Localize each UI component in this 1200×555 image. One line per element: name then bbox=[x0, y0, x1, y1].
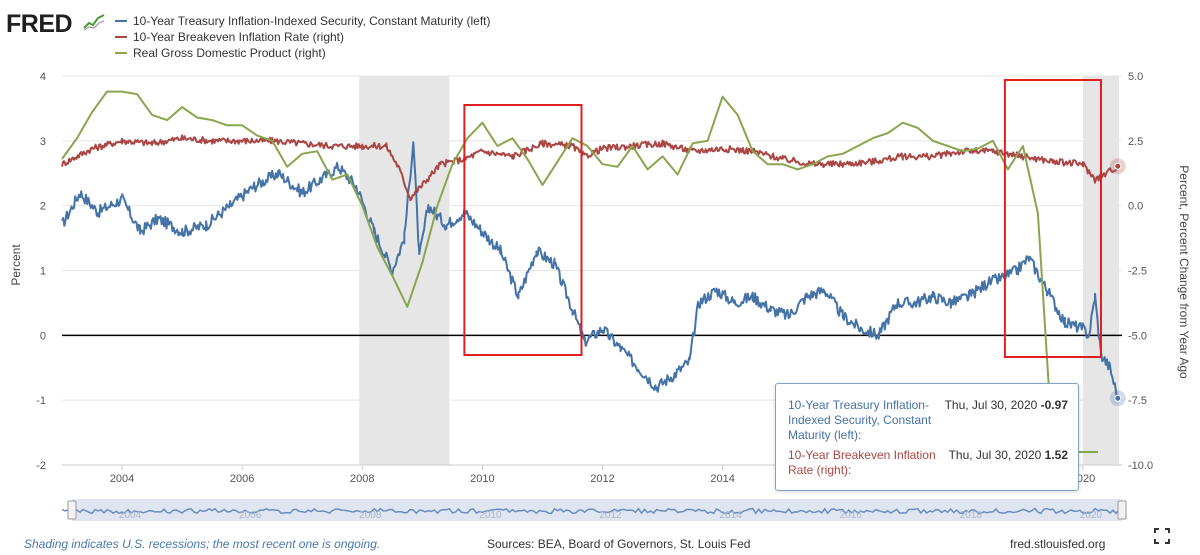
legend-item-tips[interactable]: 10-Year Treasury Inflation-Indexed Secur… bbox=[115, 14, 491, 28]
fred-logo: FRED bbox=[6, 10, 73, 38]
navigator-label: 2004 bbox=[119, 510, 142, 521]
navigator-label: 2012 bbox=[599, 510, 622, 521]
x-tick-label: 2010 bbox=[470, 473, 494, 485]
navigator-handle-left bbox=[67, 500, 77, 520]
right-tick-label: -5.0 bbox=[1128, 330, 1147, 342]
tooltip-value: Thu, Jul 30, 2020 -0.97 bbox=[944, 398, 1068, 412]
highlight-boxes bbox=[463, 79, 1102, 358]
x-tick-label: 2004 bbox=[110, 473, 134, 485]
right-tick-label: -10.0 bbox=[1128, 460, 1153, 472]
recession-note[interactable]: Shading indicates U.S. recessions; the m… bbox=[24, 537, 381, 551]
navigator-label: 2010 bbox=[479, 510, 502, 521]
series-line bbox=[61, 90, 1098, 453]
right-tick-label: 5.0 bbox=[1128, 71, 1143, 83]
logo-chart-icon bbox=[83, 13, 105, 31]
legend-item-gdp[interactable]: Real Gross Domestic Product (right) bbox=[115, 46, 326, 60]
right-tick-label: 0.0 bbox=[1128, 201, 1143, 213]
left-tick-label: 1 bbox=[40, 266, 46, 278]
sources-text: Sources: BEA, Board of Governors, St. Lo… bbox=[487, 537, 751, 551]
right-tick-label: -7.5 bbox=[1128, 395, 1147, 407]
navigator-track bbox=[72, 499, 1122, 521]
legend-label: 10-Year Treasury Inflation-Indexed Secur… bbox=[133, 14, 491, 28]
legend-swatch-green bbox=[115, 52, 127, 54]
navigator-label: 2006 bbox=[239, 510, 262, 521]
left-axis-title: Percent bbox=[9, 244, 23, 286]
left-axis-ticks: 4 3 2 1 0 -1 -2 bbox=[36, 71, 46, 472]
x-tick-label: 2006 bbox=[230, 473, 254, 485]
end-markers bbox=[1109, 158, 1126, 407]
x-tick-label: 2014 bbox=[710, 473, 734, 485]
navigator-label: 2018 bbox=[960, 510, 983, 521]
navigator-label: 2020 bbox=[1080, 510, 1103, 521]
left-tick-label: 0 bbox=[40, 330, 46, 342]
x-tick-label: 2012 bbox=[590, 473, 614, 485]
site-link[interactable]: fred.stlouisfed.org bbox=[1010, 537, 1106, 551]
legend-swatch-red bbox=[115, 36, 127, 38]
series-lines bbox=[61, 90, 1119, 453]
highlight-box bbox=[463, 104, 583, 356]
navigator-label: 2014 bbox=[719, 510, 742, 521]
right-tick-label: 2.5 bbox=[1128, 136, 1143, 148]
navigator-label: 2008 bbox=[359, 510, 382, 521]
left-tick-label: 2 bbox=[40, 201, 46, 213]
x-tick-label: 2008 bbox=[350, 473, 374, 485]
tooltip-series-name: 10-Year Treasury Inflation-Indexed Secur… bbox=[788, 398, 932, 442]
series-line bbox=[61, 134, 1119, 202]
right-tick-label: -2.5 bbox=[1128, 266, 1147, 278]
end-marker bbox=[1114, 162, 1122, 170]
navigator-label: 2016 bbox=[840, 510, 863, 521]
highlight-box bbox=[1003, 79, 1102, 358]
fullscreen-icon[interactable] bbox=[1154, 528, 1170, 544]
legend-label: 10-Year Breakeven Inflation Rate (right) bbox=[133, 30, 345, 44]
left-tick-label: 3 bbox=[40, 136, 46, 148]
legend-item-breakeven[interactable]: 10-Year Breakeven Inflation Rate (right) bbox=[115, 30, 344, 44]
series-line bbox=[61, 141, 1119, 402]
left-tick-label: -1 bbox=[36, 395, 46, 407]
data-tooltip: 10-Year Treasury Inflation-Indexed Secur… bbox=[775, 383, 1079, 491]
range-navigator[interactable]: 2004 2006 2008 2010 2012 2014 2016 2018 2020 bbox=[61, 499, 1127, 521]
tooltip-series-name: 10-Year Breakeven Inflation Rate (right)… bbox=[788, 448, 936, 477]
right-axis-ticks: 5.0 2.5 0.0 -2.5 -5.0 -7.5 -10.0 bbox=[1128, 71, 1153, 472]
tooltip-value: Thu, Jul 30, 2020 1.52 bbox=[948, 448, 1068, 462]
left-tick-label: 4 bbox=[40, 71, 46, 83]
right-axis-title: Percent, Percent Change from Year Ago bbox=[1177, 165, 1191, 379]
navigator-handle-right bbox=[1117, 500, 1127, 520]
legend-label: Real Gross Domestic Product (right) bbox=[133, 46, 326, 60]
navigator-line bbox=[61, 507, 1123, 515]
left-tick-label: -2 bbox=[36, 460, 46, 472]
end-marker bbox=[1114, 394, 1122, 402]
legend-swatch-blue bbox=[115, 20, 127, 22]
